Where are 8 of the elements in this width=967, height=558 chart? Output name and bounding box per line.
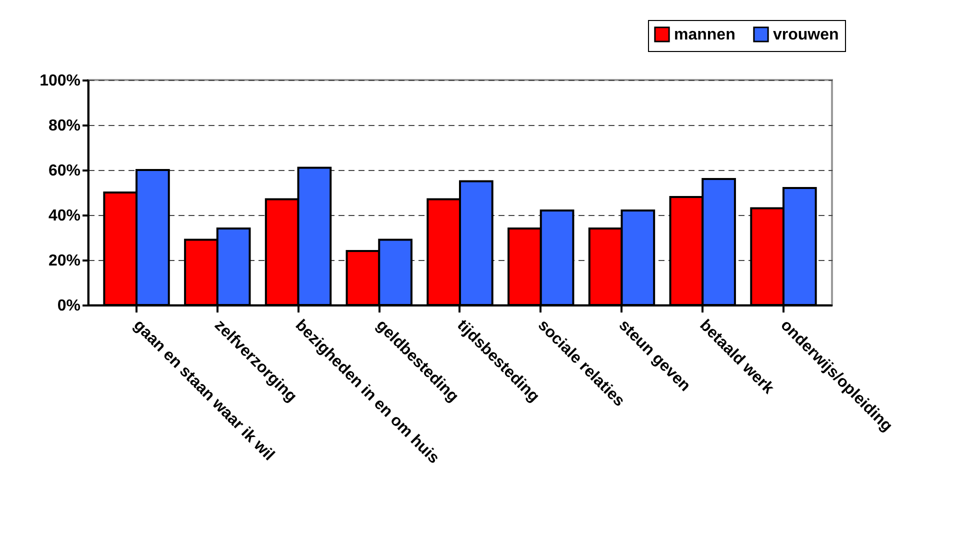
- y-tick-label: 100%: [40, 72, 80, 90]
- y-tick-label: 0%: [57, 298, 80, 314]
- y-tick-label: 60%: [48, 162, 80, 180]
- y-tick-label: 40%: [48, 208, 80, 224]
- y-tick-label: 20%: [48, 252, 80, 270]
- y-tick-label: 80%: [48, 118, 80, 134]
- legend-label: mannen: [674, 26, 736, 44]
- legend-label: vrouwen: [773, 26, 839, 44]
